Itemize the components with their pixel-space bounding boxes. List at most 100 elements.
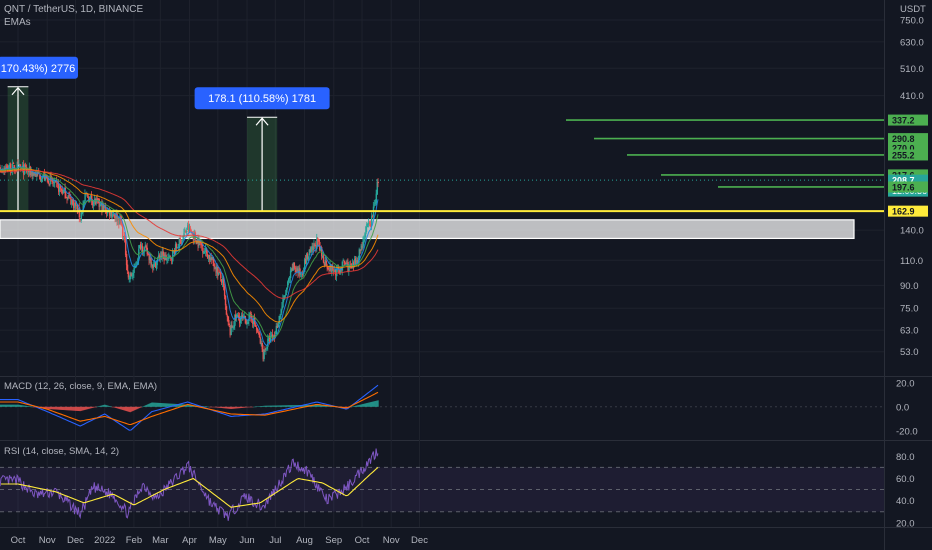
candle-body bbox=[252, 321, 254, 325]
macd-bar bbox=[163, 403, 165, 407]
price-tag-label: 197.6 bbox=[892, 182, 915, 192]
macd-bar bbox=[97, 406, 99, 407]
macd-bar bbox=[275, 405, 277, 407]
macd-bar bbox=[255, 406, 258, 408]
macd-bar bbox=[190, 405, 193, 407]
candle-body bbox=[217, 266, 219, 276]
candle-body bbox=[67, 195, 69, 199]
candle-body bbox=[124, 239, 127, 255]
price-tag-label: 270.0 bbox=[892, 143, 915, 153]
macd-bar bbox=[246, 406, 248, 408]
macd-bar bbox=[353, 406, 355, 407]
macd-bar bbox=[318, 404, 320, 407]
macd-bar bbox=[169, 403, 171, 407]
candle-body bbox=[103, 204, 105, 209]
candle-body bbox=[363, 240, 365, 242]
candle-body bbox=[235, 314, 237, 318]
candle-body bbox=[331, 266, 333, 273]
macd-bar bbox=[179, 404, 181, 407]
macd-bar bbox=[268, 405, 270, 407]
macd-bar bbox=[321, 405, 324, 407]
candle-body bbox=[44, 173, 47, 181]
candle-body bbox=[137, 259, 139, 262]
support-zone bbox=[0, 219, 855, 240]
candle-body bbox=[140, 244, 142, 250]
macd-bar bbox=[369, 402, 372, 407]
candle-body bbox=[45, 174, 48, 178]
y-tick-label: 110.0 bbox=[900, 256, 923, 267]
candle-body bbox=[156, 257, 159, 262]
candle-body bbox=[355, 260, 358, 266]
candle-body bbox=[139, 245, 141, 248]
candle-body bbox=[18, 164, 20, 166]
candle-body bbox=[268, 336, 270, 340]
candle-body bbox=[91, 199, 94, 206]
candle-body bbox=[175, 243, 178, 249]
macd-bar bbox=[144, 405, 146, 407]
candle-body bbox=[11, 163, 14, 171]
candle-body bbox=[339, 267, 342, 274]
candle-body bbox=[53, 182, 55, 184]
macd-bar bbox=[320, 405, 322, 407]
macd-bar bbox=[33, 406, 35, 408]
macd-bar bbox=[49, 406, 51, 410]
macd-bar bbox=[141, 406, 144, 408]
candle-body bbox=[332, 267, 334, 270]
candle-body bbox=[306, 253, 309, 259]
price-tag: 162.9 bbox=[888, 205, 928, 217]
rsi-y-tick-label: 80.0 bbox=[896, 452, 915, 463]
macd-bar bbox=[218, 406, 220, 408]
macd-bar bbox=[203, 406, 205, 407]
candle-body bbox=[17, 163, 19, 165]
macd-bar bbox=[9, 404, 12, 407]
macd-bar bbox=[53, 406, 55, 410]
candle-body bbox=[187, 225, 189, 230]
macd-bar bbox=[106, 405, 108, 407]
candle-body bbox=[219, 271, 221, 273]
price-tag-label: 208.7 bbox=[892, 176, 915, 186]
macd-bar bbox=[186, 404, 188, 407]
macd-bar bbox=[165, 403, 167, 407]
candle-body bbox=[263, 349, 265, 360]
candle-body bbox=[115, 213, 117, 219]
macd-bar bbox=[320, 405, 323, 407]
macd-y-tick-label: -20.0 bbox=[896, 426, 918, 437]
macd-bar bbox=[91, 406, 94, 408]
candle-body bbox=[249, 313, 251, 315]
macd-bar bbox=[19, 404, 21, 407]
macd-bar bbox=[147, 404, 149, 407]
candle-body bbox=[289, 270, 292, 279]
candle-body bbox=[49, 176, 51, 185]
macd-bar bbox=[288, 405, 291, 407]
price-tag-label: 337.2 bbox=[892, 116, 915, 126]
candle-body bbox=[72, 199, 74, 201]
candle-body bbox=[178, 238, 181, 249]
candle-body bbox=[335, 270, 337, 276]
candle-body bbox=[245, 320, 247, 325]
macd-bar bbox=[82, 406, 84, 411]
macd-bar bbox=[207, 406, 210, 408]
candle-body bbox=[253, 318, 255, 325]
candle-body bbox=[216, 266, 218, 274]
macd-bar bbox=[112, 406, 114, 408]
macd-bar bbox=[361, 404, 363, 407]
macd-bar bbox=[204, 406, 206, 407]
macd-bar bbox=[276, 405, 278, 407]
candle-body bbox=[183, 233, 185, 237]
macd-bar bbox=[214, 406, 216, 408]
candle-body bbox=[206, 254, 209, 259]
macd-bar bbox=[137, 406, 139, 409]
candle-body bbox=[226, 315, 229, 318]
macd-bar bbox=[253, 406, 255, 408]
macd-bar bbox=[230, 406, 232, 409]
candle-body bbox=[140, 245, 143, 249]
candle-body bbox=[290, 268, 293, 272]
candle-body bbox=[237, 315, 239, 317]
macd-bar bbox=[232, 406, 234, 409]
candle-body bbox=[123, 236, 125, 238]
macd-bar bbox=[117, 406, 119, 409]
macd-bar bbox=[234, 406, 236, 409]
x-tick-label: 2022 bbox=[94, 535, 115, 546]
